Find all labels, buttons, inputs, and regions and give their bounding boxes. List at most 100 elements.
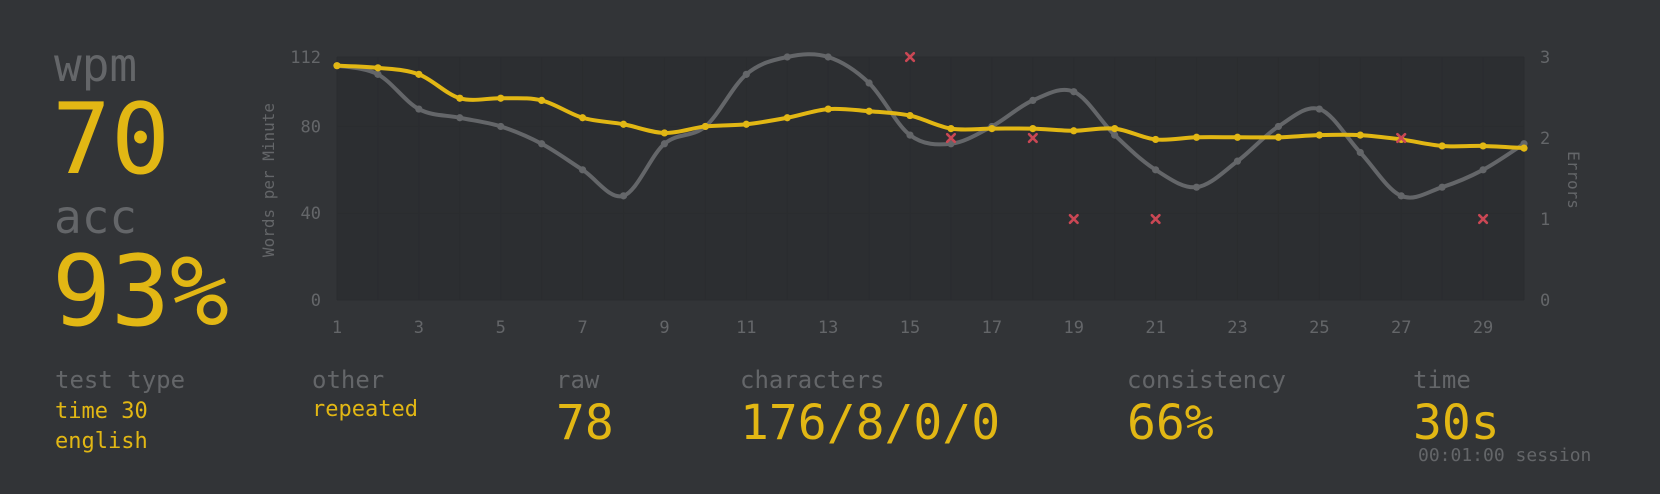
- raw-point: [1438, 183, 1446, 191]
- x-axis-ticks: 1 3 5 7 9 11 13 15 17 19 21 23 25 27 29: [332, 318, 1493, 338]
- y-tick-label: 80: [301, 117, 321, 137]
- raw-point: [1152, 166, 1160, 174]
- raw-point: [538, 140, 546, 148]
- wpm-point: [660, 129, 669, 137]
- time-label: time: [1413, 366, 1471, 394]
- wpm-point: [947, 124, 955, 133]
- wpm-point: [619, 120, 628, 128]
- raw-point: [374, 70, 382, 78]
- raw-point: [497, 122, 505, 131]
- x-tick-label: 15: [900, 318, 920, 338]
- raw-point: [415, 105, 423, 113]
- raw-point: [456, 114, 464, 122]
- x-tick-label: 1: [332, 318, 342, 338]
- raw-point: [742, 70, 750, 78]
- session-time: 00:01:00 session: [1418, 445, 1592, 466]
- raw-value: 78: [556, 395, 614, 451]
- wpm-point: [742, 120, 750, 128]
- plot-area: [337, 57, 1524, 300]
- error-point: [945, 132, 957, 144]
- wpm-label: wpm: [54, 38, 138, 92]
- wpm-point: [415, 70, 423, 78]
- y2-tick-label: 3: [1540, 48, 1550, 68]
- raw-point: [660, 140, 669, 148]
- characters-label: characters: [740, 366, 885, 394]
- grid-lines: [336, 56, 1525, 301]
- x-tick-label: 13: [818, 318, 838, 338]
- wpm-point: [1029, 124, 1037, 133]
- wpm-point: [1438, 142, 1446, 150]
- raw-point: [906, 131, 914, 139]
- x-tick-label: 17: [982, 318, 1002, 338]
- time-value: 30s: [1413, 395, 1500, 451]
- x-tick-label: 7: [577, 318, 587, 338]
- raw-point: [824, 53, 832, 61]
- test-type-value-mode: time 30: [55, 399, 148, 424]
- accuracy-label: acc: [54, 190, 138, 244]
- error-point: [1068, 213, 1079, 225]
- error-point: [904, 51, 916, 63]
- wpm-point: [497, 94, 505, 102]
- x-tick-label: 21: [1145, 318, 1165, 338]
- y2-axis-ticks: 0 1 2 3: [1540, 48, 1550, 311]
- raw-point: [947, 140, 955, 148]
- error-point: [1150, 213, 1161, 225]
- y-axis-ticks: 0 40 80 112: [290, 48, 321, 311]
- consistency-label: consistency: [1127, 366, 1286, 394]
- raw-point: [578, 166, 587, 174]
- x-tick-label: 29: [1473, 318, 1493, 338]
- x-tick-label: 5: [496, 318, 506, 338]
- raw-point: [1233, 157, 1242, 165]
- wpm-point: [1233, 133, 1242, 141]
- wpm-point: [1111, 124, 1119, 133]
- accuracy-value: 93%: [52, 235, 230, 349]
- raw-point: [1315, 105, 1323, 113]
- wpm-point: [1520, 144, 1528, 152]
- wpm-point: [1192, 133, 1201, 141]
- wpm-point: [1152, 135, 1160, 144]
- raw-point: [1356, 148, 1364, 157]
- error-point: [1396, 132, 1407, 144]
- x-tick-label: 25: [1309, 318, 1329, 338]
- wpm-point: [1356, 131, 1364, 139]
- wpm-point: [1274, 133, 1283, 141]
- series-layer: [333, 51, 1528, 225]
- characters-value: 176/8/0/0: [740, 395, 1001, 451]
- x-tick-label: 27: [1391, 318, 1411, 338]
- x-tick-label: 23: [1227, 318, 1247, 338]
- raw-point: [865, 79, 873, 87]
- wpm-point: [906, 111, 914, 120]
- raw-point: [1397, 192, 1405, 200]
- test-type-label: test type: [55, 366, 186, 394]
- other-label: other: [312, 366, 385, 394]
- x-tick-label: 19: [1064, 318, 1084, 338]
- raw-label: raw: [556, 366, 600, 394]
- raw-point: [1029, 96, 1037, 104]
- y-tick-label: 0: [311, 291, 321, 311]
- wpm-value: 70: [52, 83, 171, 197]
- wpm-point: [456, 94, 464, 102]
- consistency-value: 66%: [1127, 395, 1214, 451]
- raw-point: [1111, 131, 1119, 139]
- y2-axis-label: Errors: [1564, 151, 1583, 209]
- y2-tick-label: 0: [1540, 291, 1550, 311]
- other-value: repeated: [312, 397, 418, 422]
- test-type-value-language: english: [55, 429, 148, 454]
- x-tick-label: 11: [736, 318, 756, 338]
- raw-point: [1479, 166, 1487, 174]
- y-tick-label: 40: [301, 204, 321, 224]
- wpm-point: [538, 96, 546, 104]
- raw-point: [783, 53, 791, 61]
- error-point: [1027, 132, 1038, 144]
- error-point: [1477, 213, 1489, 225]
- y-axis-label: Words per Minute: [259, 103, 278, 257]
- raw-point: [1274, 122, 1283, 131]
- wpm-point: [1479, 142, 1487, 150]
- raw-point: [619, 192, 628, 200]
- x-tick-label: 9: [659, 318, 669, 338]
- wpm-point: [824, 105, 832, 113]
- wpm-point: [701, 122, 709, 131]
- wpm-point: [333, 62, 341, 70]
- wpm-point: [578, 114, 587, 122]
